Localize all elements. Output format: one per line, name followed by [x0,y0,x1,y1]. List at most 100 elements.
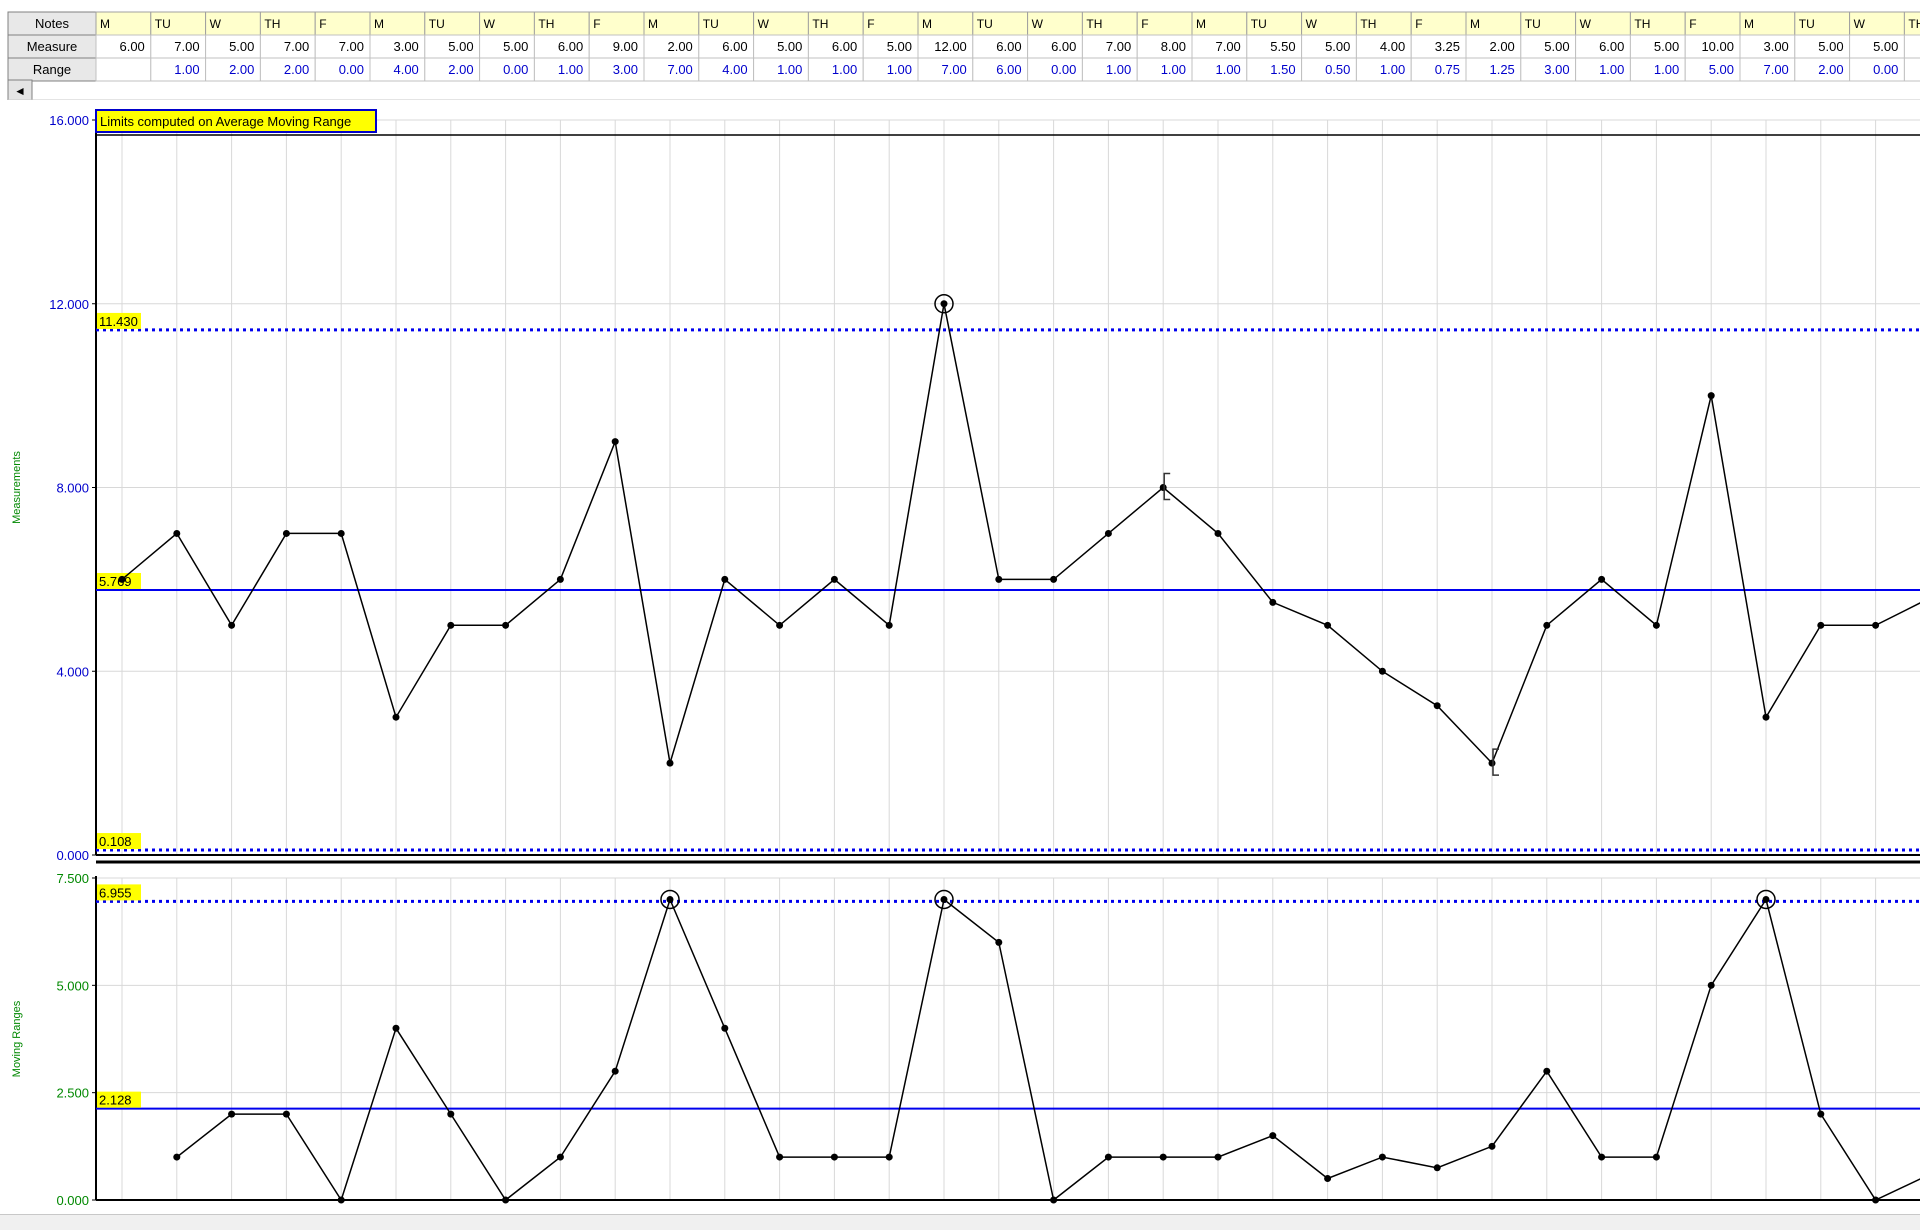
data-point [118,575,126,583]
data-point [776,621,784,629]
measure-value: 3.00 [1763,39,1788,54]
measure-value: 7.00 [1215,39,1240,54]
moving-ranges-panel: 0.000 2.500 5.000 7.500 Moving Ranges 6.955 2.… [11,871,1920,1208]
flagged-point-marker [1756,889,1776,910]
day-label: W [1032,17,1044,31]
data-point [228,621,236,629]
range-value: 6.00 [996,62,1021,77]
measure-value: 5.00 [777,39,802,54]
data-point [1324,621,1332,629]
data-point [666,895,674,903]
day-label: F [1141,17,1148,31]
data-point [1269,1132,1277,1140]
y-tick-label: 8.000 [56,481,89,496]
flagged-point-marker [660,889,680,910]
data-point [282,1110,290,1118]
measure-value: 7.00 [174,39,199,54]
measure-value: 6.00 [119,39,144,54]
data-point [885,1153,893,1161]
day-label: TH [1086,17,1102,31]
data-point [830,575,838,583]
notes-cell [1903,11,1920,36]
lcl-label-bg [97,833,141,850]
data-point [1762,895,1770,903]
range-value: 3.00 [1544,62,1569,77]
range-value: 0.00 [503,62,528,77]
range-value: 0.75 [1435,62,1460,77]
day-label: TH [1634,17,1650,31]
range-value: 1.00 [1161,62,1186,77]
day-label: M [1744,17,1754,31]
range-value: 4.00 [393,62,418,77]
data-point [1159,484,1167,491]
range-value: 7.00 [1763,62,1788,77]
y-tick-label: 0.000 [56,1193,89,1208]
measure-value: 9.00 [613,39,638,54]
range-value: 2.00 [284,62,309,77]
ucl-label-bg [97,312,141,329]
data-point [173,1153,181,1161]
status-strip [0,1214,1920,1230]
measure-value: 6.00 [1599,39,1624,54]
y-tick-label: 16.000 [49,113,89,128]
data-point [1543,621,1551,629]
day-label: M [1470,17,1480,31]
range-value: 5.00 [1709,62,1734,77]
day-label: F [1689,17,1696,31]
measure-value: 5.00 [887,39,912,54]
day-label: W [1306,17,1318,31]
data-point [1652,1153,1660,1161]
data-point [1817,621,1825,629]
run-bracket-marker [1163,472,1171,501]
day-label: W [1580,17,1592,31]
day-label: W [484,17,496,31]
day-label: W [210,17,222,31]
measure-value: 3.25 [1435,39,1460,54]
day-label: TU [703,17,719,31]
data-point [173,529,181,537]
range-value: 1.00 [777,62,802,77]
day-label: TU [1525,17,1541,31]
data-point [1159,1153,1167,1161]
chart-title: Limits computed on Average Moving Range [100,114,351,129]
measure-value: 5.00 [229,39,254,54]
scroll-left-button[interactable] [7,79,33,100]
data-point [502,1196,510,1204]
measure-value: 6.00 [1051,39,1076,54]
measure-value: 6.00 [722,39,747,54]
day-label: TU [1251,17,1267,31]
data-point [1433,702,1441,710]
day-label: TH [812,17,828,31]
day-label: W [1854,17,1866,31]
day-label: F [1415,17,1422,31]
data-point [392,1024,400,1032]
data-table: NotesMeasureRangeM6.00TU7.001.00W5.002.0… [0,11,1920,100]
data-point [392,713,400,721]
range-value: 1.00 [887,62,912,77]
data-point [666,759,674,767]
measure-value: 7.00 [1106,39,1131,54]
data-point [830,1153,838,1161]
data-point [1104,1153,1112,1161]
day-label: M [374,17,384,31]
measurements-panel: 0.000 4.000 8.000 12.000 16.000 Measurements 1… [11,113,1920,863]
day-label: F [867,17,874,31]
data-point [611,438,619,446]
data-point [1707,392,1715,400]
range-value: 0.00 [1873,62,1898,77]
range-value: 0.00 [1051,62,1076,77]
flagged-point-marker [934,889,954,910]
data-point [337,529,345,537]
data-point [1214,529,1222,537]
data-point [1050,575,1058,583]
data-point [995,938,1003,946]
data-point [776,1153,784,1161]
data-point [1214,1153,1222,1161]
data-point [1433,1164,1441,1172]
data-point [1872,1196,1880,1204]
measure-value: 7.00 [339,39,364,54]
data-point [1050,1196,1058,1204]
day-label: M [648,17,658,31]
range-value: 1.00 [1215,62,1240,77]
